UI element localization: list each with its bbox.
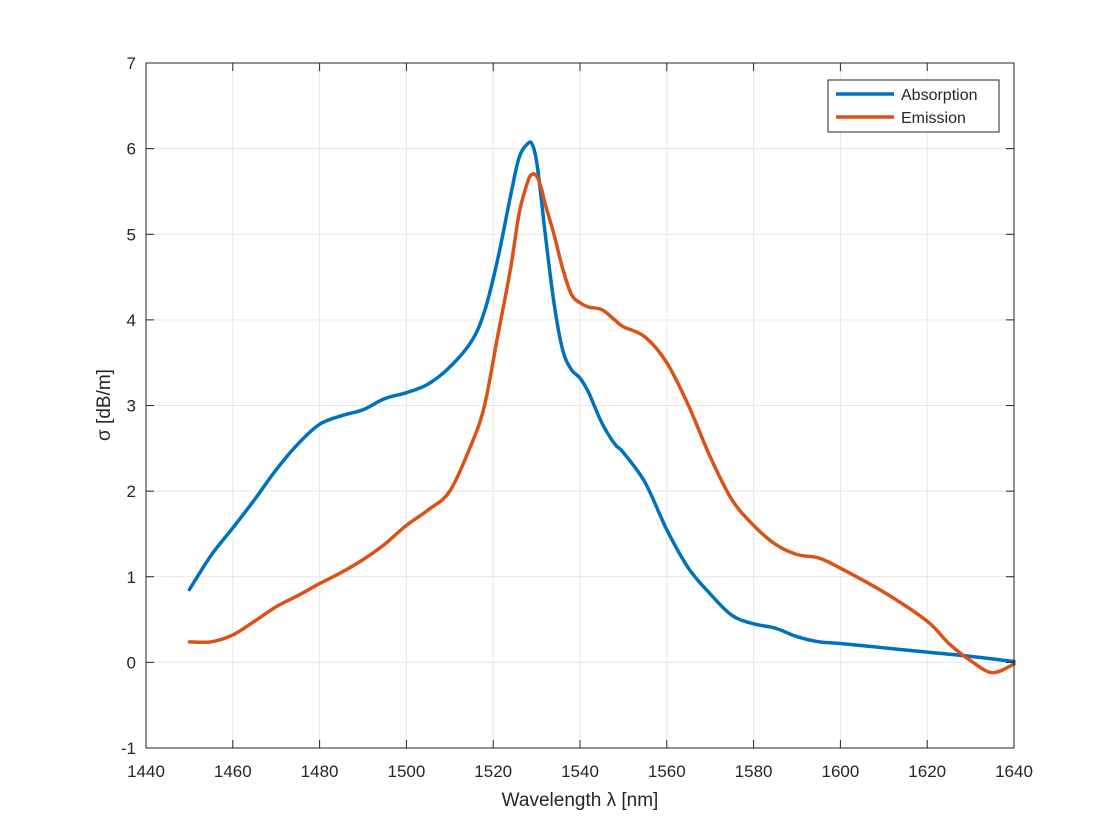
series-line-emission	[187, 172, 1016, 675]
legend-label-absorption: Absorption	[901, 87, 978, 104]
data-series	[187, 140, 1016, 675]
tick-marks	[145, 62, 1015, 749]
plot-area	[145, 62, 1016, 749]
y-tick-labels: -1 0 1 2 3 4 5 6 7	[121, 54, 136, 758]
y-tick-label: 3	[127, 397, 136, 416]
y-axis-label: σ [dB/m]	[94, 369, 115, 441]
x-tick-label: 1640	[995, 762, 1033, 781]
y-tick-label: 1	[127, 568, 136, 587]
x-tick-labels: 1440 1460 1480 1500 1520 1540 1560 1580 1600 1620…	[127, 762, 1033, 781]
y-tick-label: 7	[127, 54, 136, 73]
legend-label-emission: Emission	[901, 110, 966, 127]
y-tick-label: 5	[127, 225, 136, 244]
x-tick-label: 1620	[908, 762, 946, 781]
x-tick-label: 1500	[387, 762, 425, 781]
y-tick-label: 0	[127, 653, 136, 672]
y-tick-label: -1	[121, 739, 136, 758]
x-tick-label: 1440	[127, 762, 165, 781]
x-axis-label: Wavelength λ [nm]	[502, 790, 659, 811]
y-tick-label: 2	[127, 482, 136, 501]
x-tick-label: 1520	[474, 762, 512, 781]
series-line-absorption	[187, 140, 1016, 664]
y-tick-label: 6	[127, 140, 136, 159]
y-tick-label: 4	[127, 311, 136, 330]
x-tick-label: 1480	[301, 762, 339, 781]
x-tick-label: 1560	[648, 762, 686, 781]
legend: Absorption Emission	[827, 79, 1000, 133]
legend-box	[827, 79, 1000, 133]
x-tick-label: 1460	[214, 762, 252, 781]
x-tick-label: 1580	[735, 762, 773, 781]
x-tick-label: 1540	[561, 762, 599, 781]
x-tick-label: 1600	[821, 762, 859, 781]
